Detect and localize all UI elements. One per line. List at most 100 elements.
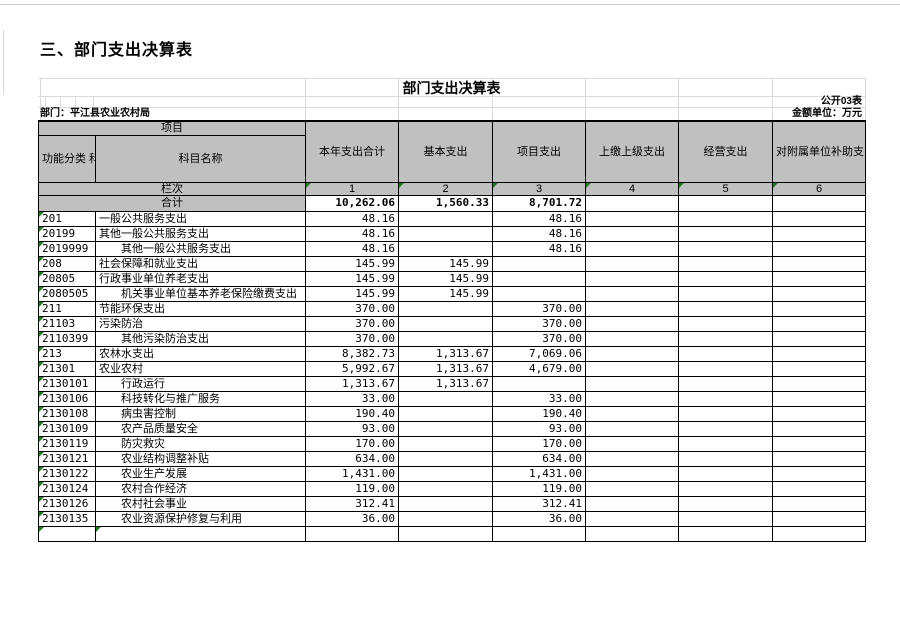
cell-operating-exp[interactable]	[678, 480, 773, 497]
cell-basic-exp[interactable]	[398, 525, 493, 542]
cell-total-exp[interactable]: 119.00	[305, 480, 399, 497]
cell-total-exp[interactable]: 36.00	[305, 510, 399, 527]
cell-subject-name[interactable]: 防灾救灾	[95, 435, 306, 452]
cell-operating-exp[interactable]	[678, 495, 773, 512]
header-function-code[interactable]: 功能分类 科目编码	[38, 134, 96, 183]
cell-basic-exp[interactable]: 145.99	[398, 285, 493, 302]
cell-upper-exp[interactable]	[585, 495, 679, 512]
cell-code[interactable]: 20199	[38, 225, 96, 242]
cell-total-exp[interactable]: 1,313.67	[305, 375, 399, 392]
cell-total-exp[interactable]: 5,992.67	[305, 360, 399, 377]
cell-subsidy-exp[interactable]	[772, 300, 866, 317]
cell-subsidy-exp[interactable]	[772, 510, 866, 527]
cell-subject-name[interactable]: 农业资源保护修复与利用	[95, 510, 306, 527]
cell-total-exp[interactable]: 48.16	[305, 240, 399, 257]
cell-project-exp[interactable]: 634.00	[492, 450, 586, 467]
cell-code[interactable]: 2130124	[38, 480, 96, 497]
cell-upper-exp[interactable]	[585, 390, 679, 407]
cell-code[interactable]: 201	[38, 210, 96, 227]
cell-total-exp[interactable]: 33.00	[305, 390, 399, 407]
cell-operating-exp[interactable]	[678, 375, 773, 392]
cell-code[interactable]: 208	[38, 255, 96, 272]
cell-basic-exp[interactable]	[398, 465, 493, 482]
cell-total-exp[interactable]: 190.40	[305, 405, 399, 422]
cell-operating-exp[interactable]	[678, 435, 773, 452]
cell-operating-exp[interactable]	[678, 405, 773, 422]
cell-subsidy-exp[interactable]	[772, 495, 866, 512]
header-col-total[interactable]: 本年支出合计	[305, 120, 399, 183]
cell-code[interactable]: 21103	[38, 315, 96, 332]
header-col-subsidy[interactable]: 对附属单位补助支出	[772, 120, 866, 183]
cell-subsidy-exp[interactable]	[772, 420, 866, 437]
cell-code[interactable]: 2130109	[38, 420, 96, 437]
cell-total-exp[interactable]: 145.99	[305, 285, 399, 302]
total-c1[interactable]: 10,262.06	[305, 194, 399, 212]
cell-project-exp[interactable]: 7,069.06	[492, 345, 586, 362]
cell-total-exp[interactable]: 370.00	[305, 300, 399, 317]
cell-upper-exp[interactable]	[585, 435, 679, 452]
cell-subsidy-exp[interactable]	[772, 435, 866, 452]
cell-subject-name[interactable]: 农村社会事业	[95, 495, 306, 512]
cell-subject-name[interactable]: 农村合作经济	[95, 480, 306, 497]
cell-total-exp[interactable]: 1,431.00	[305, 465, 399, 482]
cell-subsidy-exp[interactable]	[772, 450, 866, 467]
cell-subsidy-exp[interactable]	[772, 330, 866, 347]
cell-subject-name[interactable]: 农业农村	[95, 360, 306, 377]
header-col-project-exp[interactable]: 项目支出	[492, 120, 586, 183]
cell-project-exp[interactable]: 170.00	[492, 435, 586, 452]
cell-subject-name[interactable]: 污染防治	[95, 315, 306, 332]
cell-subsidy-exp[interactable]	[772, 345, 866, 362]
cell-total-exp[interactable]: 48.16	[305, 210, 399, 227]
cell-subsidy-exp[interactable]	[772, 270, 866, 287]
cell-code[interactable]: 2130135	[38, 510, 96, 527]
cell-total-exp[interactable]: 93.00	[305, 420, 399, 437]
cell-project-exp[interactable]: 119.00	[492, 480, 586, 497]
column-index-4[interactable]: 4	[585, 181, 679, 196]
total-c4[interactable]	[585, 194, 679, 212]
cell-basic-exp[interactable]	[398, 450, 493, 467]
cell-subject-name[interactable]: 行政运行	[95, 375, 306, 392]
cell-operating-exp[interactable]	[678, 525, 773, 542]
cell-basic-exp[interactable]: 1,313.67	[398, 345, 493, 362]
cell-project-exp[interactable]: 1,431.00	[492, 465, 586, 482]
header-col-upper[interactable]: 上缴上级支出	[585, 120, 679, 183]
cell-subject-name[interactable]: 节能环保支出	[95, 300, 306, 317]
cell-subsidy-exp[interactable]	[772, 285, 866, 302]
cell-basic-exp[interactable]	[398, 435, 493, 452]
column-index-3[interactable]: 3	[492, 181, 586, 196]
cell-operating-exp[interactable]	[678, 345, 773, 362]
cell-total-exp[interactable]	[305, 525, 399, 542]
header-project[interactable]: 项目	[38, 120, 306, 136]
cell-code[interactable]: 2130121	[38, 450, 96, 467]
header-col-operating[interactable]: 经营支出	[678, 120, 773, 183]
column-index-label[interactable]: 栏次	[38, 181, 306, 196]
cell-subsidy-exp[interactable]	[772, 315, 866, 332]
cell-upper-exp[interactable]	[585, 420, 679, 437]
cell-upper-exp[interactable]	[585, 255, 679, 272]
cell-upper-exp[interactable]	[585, 465, 679, 482]
cell-subsidy-exp[interactable]	[772, 525, 866, 542]
cell-upper-exp[interactable]	[585, 360, 679, 377]
cell-basic-exp[interactable]	[398, 420, 493, 437]
cell-project-exp[interactable]: 48.16	[492, 210, 586, 227]
cell-code[interactable]: 2130106	[38, 390, 96, 407]
cell-basic-exp[interactable]	[398, 225, 493, 242]
cell-subject-name[interactable]	[95, 525, 306, 542]
cell-subject-name[interactable]: 机关事业单位基本养老保险缴费支出	[95, 285, 306, 302]
cell-subsidy-exp[interactable]	[772, 390, 866, 407]
cell-basic-exp[interactable]	[398, 510, 493, 527]
total-c3[interactable]: 8,701.72	[492, 194, 586, 212]
cell-basic-exp[interactable]	[398, 240, 493, 257]
cell-basic-exp[interactable]	[398, 495, 493, 512]
cell-basic-exp[interactable]	[398, 315, 493, 332]
cell-basic-exp[interactable]	[398, 210, 493, 227]
cell-upper-exp[interactable]	[585, 510, 679, 527]
column-index-6[interactable]: 6	[772, 181, 866, 196]
cell-operating-exp[interactable]	[678, 210, 773, 227]
cell-project-exp[interactable]: 370.00	[492, 315, 586, 332]
cell-project-exp[interactable]: 370.00	[492, 330, 586, 347]
cell-subject-name[interactable]: 农产品质量安全	[95, 420, 306, 437]
cell-project-exp[interactable]: 93.00	[492, 420, 586, 437]
cell-subsidy-exp[interactable]	[772, 225, 866, 242]
cell-operating-exp[interactable]	[678, 420, 773, 437]
